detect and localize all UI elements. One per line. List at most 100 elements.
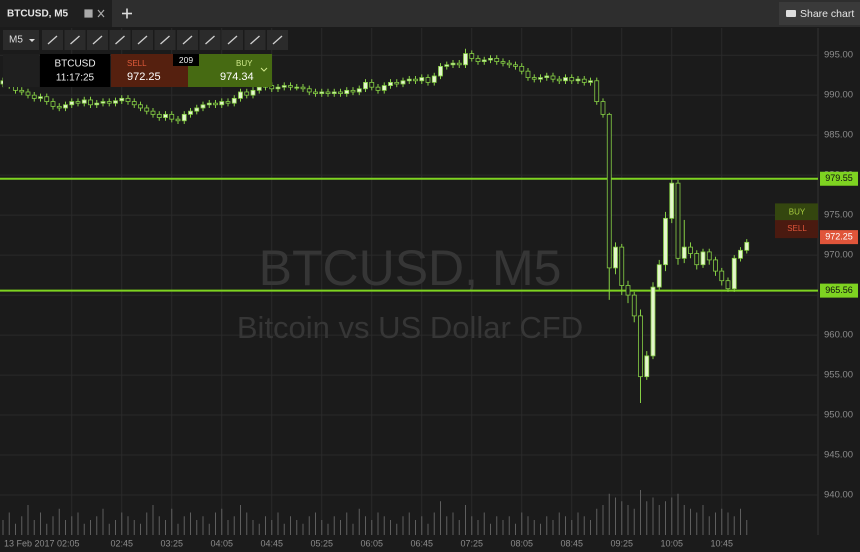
candle-body [456, 62, 462, 66]
candle-body [475, 57, 481, 62]
candle-body [575, 78, 581, 82]
candle-body [538, 77, 543, 80]
y-tick-label: 970.00 [824, 250, 853, 261]
candle-body [225, 101, 231, 104]
candle-body [588, 80, 593, 83]
candle-body [394, 81, 400, 85]
share-button[interactable] [779, 2, 860, 25]
candle-body [119, 97, 125, 102]
candle-body [481, 59, 487, 62]
tool-icon [70, 35, 80, 45]
candle-body [25, 91, 31, 96]
x-tick-label: 04:05 [210, 538, 233, 548]
candle-body [275, 86, 281, 90]
buy-button[interactable] [188, 54, 272, 87]
candle-body [163, 113, 168, 118]
candle-body [606, 113, 612, 269]
candle-body [294, 86, 300, 89]
candle-body [713, 259, 718, 272]
candle-body [706, 251, 712, 261]
tool-icon [250, 35, 260, 45]
marker-label: SELL [787, 224, 807, 233]
candle-body [594, 80, 600, 102]
x-tick-label: 08:05 [510, 538, 533, 548]
spread: 209 [179, 55, 193, 65]
candle-body [356, 88, 362, 93]
top-bar [0, 0, 860, 27]
y-tick-label: 955.00 [824, 370, 853, 381]
x-tick-label: 02:45 [110, 538, 133, 548]
candle-body [663, 217, 668, 266]
dropdown-arrow [29, 39, 35, 42]
tool-icon [47, 35, 58, 45]
candle-body [669, 182, 675, 219]
candle-body [613, 246, 618, 269]
candle-body [438, 65, 443, 77]
marker-box [775, 220, 818, 239]
plot: 995.00990.00985.00980.00975.00970.00965.… [0, 28, 858, 548]
y-tick-label: 995.00 [824, 50, 853, 61]
add-tab[interactable] [122, 8, 132, 19]
candle-body [544, 75, 550, 78]
candle-body [569, 77, 575, 82]
candle-body [194, 107, 200, 112]
candle-body [650, 286, 656, 357]
candle-body [56, 105, 62, 109]
tool-icon [227, 35, 238, 45]
candle-body [256, 86, 262, 91]
x-tick-label: 05:25 [310, 538, 333, 548]
candle-body [381, 85, 387, 91]
tool-icon [160, 35, 170, 45]
candle-body [338, 91, 343, 94]
symbol: BTCUSD [54, 59, 95, 70]
y-tick-label: 950.00 [824, 410, 853, 421]
buy-dropdown[interactable] [260, 67, 268, 72]
candle-body [738, 249, 743, 259]
level-label: 979.55 [825, 173, 853, 183]
candle-body [169, 113, 175, 120]
candle-body [694, 253, 700, 266]
x-tick-label: 10:05 [660, 538, 683, 548]
x-tick-label: 03:25 [160, 538, 183, 548]
clock: 11:17:25 [56, 73, 95, 84]
candle-body [131, 101, 137, 106]
y-tick-label: 960.00 [824, 330, 853, 341]
widget-icons[interactable] [3, 54, 39, 87]
candle-body [38, 96, 43, 99]
camera-icon [786, 10, 796, 17]
candle-body [44, 96, 50, 102]
level-label: 965.56 [825, 285, 853, 295]
tab-icons[interactable] [84, 9, 105, 18]
candle-body [250, 89, 256, 96]
candle-body [725, 280, 731, 290]
candle-body [125, 97, 131, 102]
candle-body [700, 251, 706, 266]
y-tick-label: 985.00 [824, 130, 853, 141]
marker-box [775, 203, 818, 222]
candle-body [525, 70, 531, 78]
candle-body [138, 104, 143, 109]
candle-body [281, 85, 287, 88]
candle-body [488, 57, 493, 61]
spread-box [173, 54, 199, 66]
candle-body [231, 97, 237, 104]
candle-body [63, 104, 68, 109]
x-tick-label: 08:45 [560, 538, 583, 548]
candle-body [681, 246, 687, 259]
x-tick-label: 09:25 [610, 538, 633, 548]
x-tick-label: 06:05 [360, 538, 383, 548]
candle-body [213, 102, 218, 106]
tool-icon [182, 35, 193, 45]
tab[interactable] [0, 0, 112, 27]
candle-body [550, 75, 556, 80]
candle-body [444, 64, 450, 67]
candle-body [600, 101, 606, 115]
candle-body [431, 75, 437, 83]
candle-body [369, 81, 375, 88]
candle-body [406, 78, 412, 82]
candle-body [106, 101, 112, 104]
candle-body [181, 113, 187, 122]
candle-body [288, 85, 293, 88]
timeframe-button[interactable] [3, 30, 39, 50]
y-tick-label: 945.00 [824, 450, 853, 461]
